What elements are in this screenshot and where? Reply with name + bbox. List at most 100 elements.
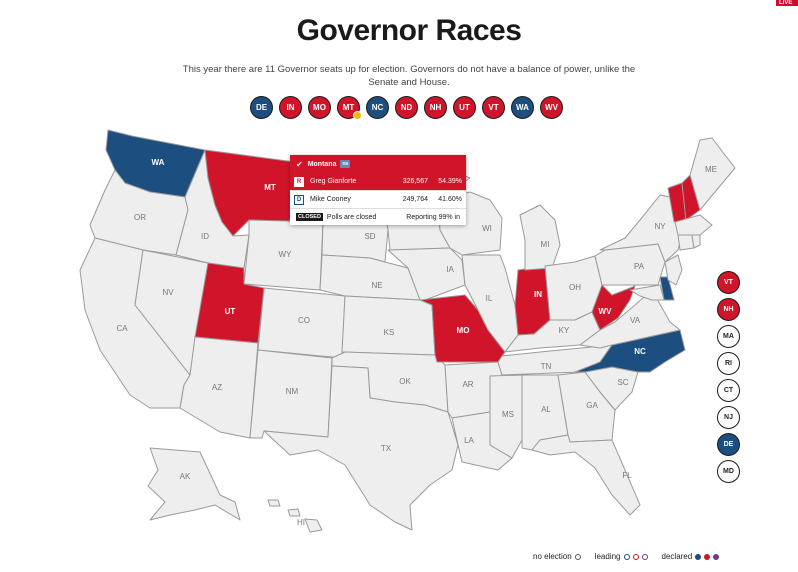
state-hi[interactable] bbox=[267, 499, 323, 533]
state-ks[interactable] bbox=[341, 295, 436, 356]
legend-label: leading bbox=[594, 552, 621, 561]
state-label: SC bbox=[617, 378, 628, 387]
candidate-votes: 326,567 bbox=[402, 178, 428, 185]
legend-declared: declared bbox=[662, 552, 720, 561]
state-label: SD bbox=[364, 232, 375, 241]
state-nj[interactable] bbox=[664, 254, 683, 286]
state-md[interactable] bbox=[629, 284, 665, 301]
chip-ut[interactable]: UT bbox=[453, 96, 476, 119]
small-state-md[interactable]: MD bbox=[717, 460, 740, 483]
candidate-name: Greg Gianforte bbox=[310, 178, 357, 185]
chip-mo[interactable]: MO bbox=[308, 96, 331, 119]
legend-dot-icon bbox=[713, 553, 720, 560]
legend-dot-icon bbox=[632, 553, 639, 560]
state-label: MI bbox=[541, 240, 550, 249]
state-label: KY bbox=[559, 326, 570, 335]
state-label: WI bbox=[482, 224, 492, 233]
state-label: PA bbox=[634, 262, 645, 271]
candidate-name: Mike Cooney bbox=[310, 196, 351, 203]
state-ak[interactable] bbox=[147, 447, 241, 521]
candidate-percent: 54.39% bbox=[438, 178, 462, 185]
legend-no-election: no election bbox=[533, 552, 581, 561]
state-label: MT bbox=[264, 183, 276, 192]
candidate-percent: 41.60% bbox=[438, 196, 462, 203]
small-state-ct[interactable]: CT bbox=[717, 379, 740, 402]
legend-dot-icon bbox=[695, 553, 702, 560]
state-label: VA bbox=[630, 316, 641, 325]
state-label: ID bbox=[201, 232, 209, 241]
state-ct[interactable] bbox=[677, 234, 695, 251]
chip-mt[interactable]: MT bbox=[337, 96, 362, 120]
popup-header[interactable]: ✔ Montana ns bbox=[290, 155, 466, 173]
state-label: TN bbox=[541, 362, 552, 371]
state-label: WV bbox=[599, 307, 613, 316]
state-ma[interactable] bbox=[674, 214, 713, 236]
chip-de[interactable]: DE bbox=[250, 96, 273, 119]
chip-wv[interactable]: WV bbox=[540, 96, 563, 119]
state-ri[interactable] bbox=[691, 234, 701, 249]
candidate-row: D Mike Cooney 249,764 41.60% bbox=[290, 191, 466, 209]
state-label: GA bbox=[586, 401, 598, 410]
legend-dot-icon bbox=[641, 553, 648, 560]
chip-nc[interactable]: NC bbox=[366, 96, 389, 119]
state-de[interactable] bbox=[659, 276, 675, 301]
page-subtitle: This year there are 11 Governor seats up… bbox=[182, 64, 636, 88]
chip-nh[interactable]: NH bbox=[424, 96, 447, 119]
state-label: NC bbox=[634, 347, 646, 356]
state-mi[interactable] bbox=[519, 204, 561, 271]
small-state-ma[interactable]: MA bbox=[717, 325, 740, 348]
state-label: KS bbox=[384, 328, 395, 337]
poll-status-text: Polls are closed bbox=[326, 213, 377, 221]
legend-dot-icon bbox=[623, 553, 630, 560]
state-label: TX bbox=[381, 444, 392, 453]
chip-in[interactable]: IN bbox=[279, 96, 302, 119]
reporting-text: Reporting 99% in bbox=[406, 213, 460, 221]
state-label: MS bbox=[502, 410, 514, 419]
state-label: NY bbox=[654, 222, 666, 231]
state-me[interactable] bbox=[689, 137, 736, 211]
small-state-ri[interactable]: RI bbox=[717, 352, 740, 375]
state-label: IA bbox=[446, 265, 454, 274]
popup-badge: ns bbox=[340, 160, 351, 168]
candidate-votes: 249,764 bbox=[402, 196, 428, 203]
state-ia[interactable] bbox=[387, 247, 466, 301]
state-label: IN bbox=[534, 290, 542, 299]
state-label: CA bbox=[116, 324, 128, 333]
race-chip-bar: DE IN MO MT NC ND NH UT VT WA WV bbox=[250, 96, 563, 120]
state-label: ME bbox=[705, 165, 717, 174]
state-ky[interactable] bbox=[504, 311, 601, 353]
state-fl[interactable] bbox=[531, 434, 641, 516]
state-label: IL bbox=[486, 294, 493, 303]
state-label: AZ bbox=[212, 383, 222, 392]
small-state-buttons: VT NH MA RI CT NJ DE MD bbox=[717, 271, 740, 483]
closed-tag: CLOSED bbox=[296, 213, 323, 221]
state-label: WY bbox=[279, 250, 293, 259]
chip-nd[interactable]: ND bbox=[395, 96, 418, 119]
state-label: OH bbox=[569, 283, 581, 292]
small-state-nj[interactable]: NJ bbox=[717, 406, 740, 429]
chip-label: MT bbox=[342, 103, 355, 112]
state-label: NM bbox=[286, 387, 299, 396]
small-state-de[interactable]: DE bbox=[717, 433, 740, 456]
small-state-nh[interactable]: NH bbox=[717, 298, 740, 321]
small-state-vt[interactable]: VT bbox=[717, 271, 740, 294]
candidate-row: R Greg Gianforte 326,567 54.39% bbox=[290, 173, 466, 191]
state-az[interactable] bbox=[179, 336, 259, 439]
state-label: AR bbox=[462, 380, 473, 389]
state-label: CO bbox=[298, 316, 310, 325]
state-va[interactable] bbox=[579, 289, 681, 349]
state-tx[interactable] bbox=[263, 365, 459, 531]
popup-state-name: Montana bbox=[307, 160, 337, 168]
state-wv[interactable] bbox=[591, 284, 636, 331]
state-label: WA bbox=[152, 158, 165, 167]
state-label: AL bbox=[541, 405, 551, 414]
chip-vt[interactable]: VT bbox=[482, 96, 505, 119]
state-nc[interactable] bbox=[574, 329, 686, 373]
state-label: FL bbox=[622, 471, 632, 480]
chip-wa[interactable]: WA bbox=[511, 96, 534, 119]
live-tab[interactable]: LIVE bbox=[776, 0, 798, 6]
race-detail-popup: ✔ Montana ns R Greg Gianforte 326,567 54… bbox=[290, 155, 466, 225]
map-legend: no election leading declared bbox=[533, 552, 720, 561]
legend-label: declared bbox=[661, 552, 693, 561]
